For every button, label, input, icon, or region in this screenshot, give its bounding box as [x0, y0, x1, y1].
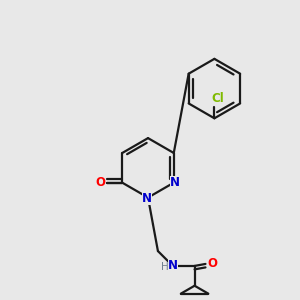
Text: N: N [142, 192, 152, 205]
Text: N: N [170, 176, 180, 189]
Text: Cl: Cl [211, 92, 224, 105]
Text: H: H [161, 262, 169, 272]
Text: O: O [207, 257, 218, 270]
Text: N: N [168, 260, 178, 272]
Text: O: O [95, 176, 106, 189]
